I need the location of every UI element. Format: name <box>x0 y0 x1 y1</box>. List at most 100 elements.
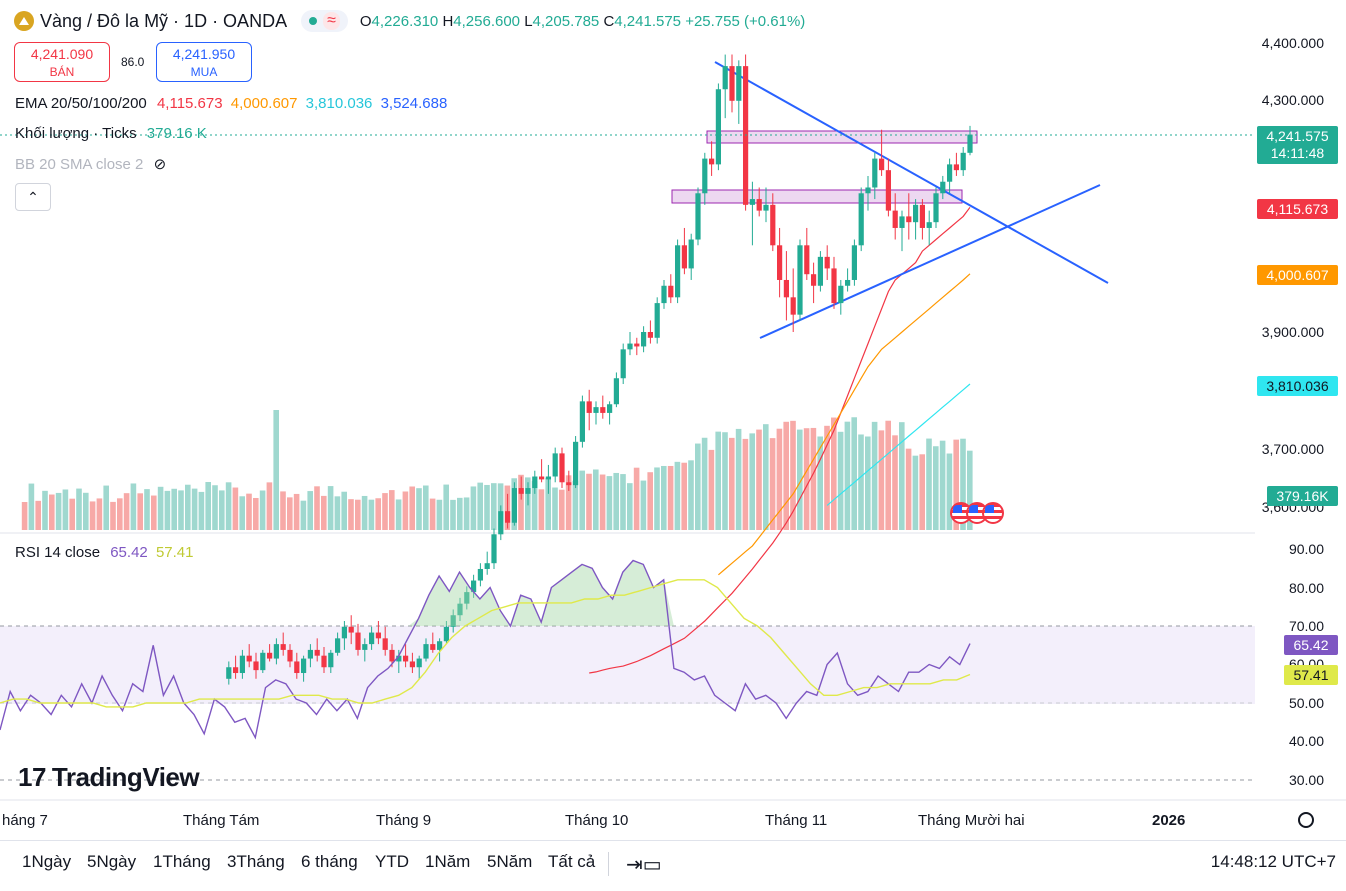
volume-name: Khối lượng · Ticks <box>15 125 137 142</box>
volume-bar <box>123 493 130 530</box>
volume-bar <box>273 410 279 530</box>
candle-body <box>321 655 327 668</box>
date-range-icon[interactable]: ⇥▭ <box>626 854 662 876</box>
volume-bar <box>715 431 721 530</box>
symbol-title[interactable]: Vàng / Đô la Mỹ · 1D · OANDA <box>40 10 288 31</box>
rsi-ma-value: 57.41 <box>155 544 194 561</box>
candle-body <box>545 476 551 480</box>
volume-bar <box>620 474 626 530</box>
volume-bar <box>844 421 851 530</box>
range-1y[interactable]: 1Năm <box>425 852 471 871</box>
volume-bar <box>334 496 341 530</box>
volume-bar <box>429 498 436 530</box>
volume-bar <box>450 499 456 530</box>
candle-body <box>845 279 851 286</box>
collapse-legend-button[interactable]: ⌃ <box>15 183 51 211</box>
rsi-legend[interactable]: RSI 14 close 65.42 57.41 <box>15 544 193 561</box>
volume-bar <box>518 474 524 530</box>
candle-body <box>641 332 647 347</box>
volume-bar <box>368 499 375 530</box>
volume-bar <box>531 481 538 530</box>
volume-bar <box>661 465 667 530</box>
volume-bar <box>899 422 905 530</box>
volume-bar <box>402 491 409 530</box>
candle-body <box>233 667 239 674</box>
volume-bar <box>191 488 198 530</box>
volume-bar <box>130 483 137 530</box>
symbol-header[interactable]: Vàng / Đô la Mỹ · 1D · OANDA ≈ O4,226.31… <box>14 10 805 32</box>
candle-body <box>457 603 463 616</box>
volume-bar <box>375 498 381 530</box>
volume-bar <box>654 467 660 530</box>
volume-bar <box>667 465 674 530</box>
trendline-descending[interactable] <box>714 61 1109 284</box>
volume-bar <box>919 454 925 530</box>
volume-bar <box>423 485 429 530</box>
zone-upper[interactable] <box>706 130 978 144</box>
events-flags[interactable] <box>950 502 1004 524</box>
range-5d[interactable]: 5Ngày <box>87 852 137 871</box>
range-all[interactable]: Tất cả <box>548 852 596 871</box>
volume-bar <box>552 487 558 530</box>
range-ytd[interactable]: YTD <box>375 852 409 871</box>
bottom-toolbar <box>0 840 1346 886</box>
trend-lines[interactable] <box>714 61 1109 339</box>
candle-body <box>484 563 490 569</box>
volume-bar <box>232 487 239 530</box>
gear-icon[interactable] <box>1298 812 1314 828</box>
clock[interactable]: 14:48:12 UTC+7 <box>1210 852 1336 871</box>
last-price-tag[interactable]: 4,241.575 14:11:48 <box>1257 126 1338 164</box>
sell-button[interactable]: 4,241.090 BÁN <box>14 42 110 82</box>
ema50-tag: 4,000.607 <box>1257 265 1338 285</box>
volume-bar <box>484 484 490 530</box>
candle-body <box>443 626 449 642</box>
candle-body <box>559 453 565 483</box>
volume-bar <box>912 455 919 530</box>
range-3m[interactable]: 3Tháng <box>227 852 285 871</box>
candle-body <box>729 66 735 101</box>
us-flag-icon[interactable] <box>982 502 1004 524</box>
volume-bar <box>246 493 252 530</box>
candle-body <box>960 152 966 171</box>
bb-name: BB 20 SMA close 2 <box>15 156 144 173</box>
trendline-ascending[interactable] <box>759 184 1101 339</box>
volume-bar <box>300 500 307 530</box>
zone-lower[interactable] <box>671 189 963 204</box>
volume-bar <box>76 488 82 530</box>
rsi-axis-label: 90.00 <box>1288 541 1324 557</box>
tradingview-mark-icon: 17 <box>18 762 46 792</box>
candle-body <box>362 644 368 650</box>
bb-legend[interactable]: BB 20 SMA close 2 ⊘ <box>15 155 166 173</box>
volume-bar <box>35 500 41 530</box>
volume-bar <box>491 483 497 530</box>
candle-body <box>933 193 939 223</box>
volume-bar <box>355 499 361 530</box>
ema-name: EMA 20/50/100/200 <box>15 95 147 112</box>
range-5y[interactable]: 5Năm <box>487 852 533 871</box>
volume-legend[interactable]: Khối lượng · Ticks 379.16 K <box>15 125 207 142</box>
range-6m[interactable]: 6 tháng <box>301 852 358 871</box>
range-1m[interactable]: 1Tháng <box>153 852 211 871</box>
volume-bar <box>545 477 551 530</box>
volume-bar <box>769 438 776 530</box>
candle-body <box>525 488 531 494</box>
volume-bar <box>647 472 653 530</box>
buy-button[interactable]: 4,241.950 MUA <box>156 42 252 82</box>
volume-bar <box>579 470 585 530</box>
status-pill[interactable]: ≈ <box>301 10 348 32</box>
ema100-tag: 3,810.036 <box>1257 376 1338 396</box>
range-1d[interactable]: 1Ngày <box>22 852 72 871</box>
ema-legend[interactable]: EMA 20/50/100/200 4,115.673 4,000.607 3,… <box>15 95 447 112</box>
rsi-axis-label: 30.00 <box>1288 772 1324 788</box>
price-label: 3,700.000 <box>1261 441 1324 457</box>
volume-bar <box>803 428 810 530</box>
eye-hidden-icon[interactable]: ⊘ <box>153 156 167 173</box>
candle-body <box>620 349 626 379</box>
volume-bar <box>633 467 640 530</box>
candle-body <box>838 285 844 304</box>
volume-bar <box>742 438 749 530</box>
tradingview-logo[interactable]: 17 TradingView <box>18 762 200 793</box>
volume-bar <box>157 486 164 530</box>
volume-bar <box>225 482 232 530</box>
